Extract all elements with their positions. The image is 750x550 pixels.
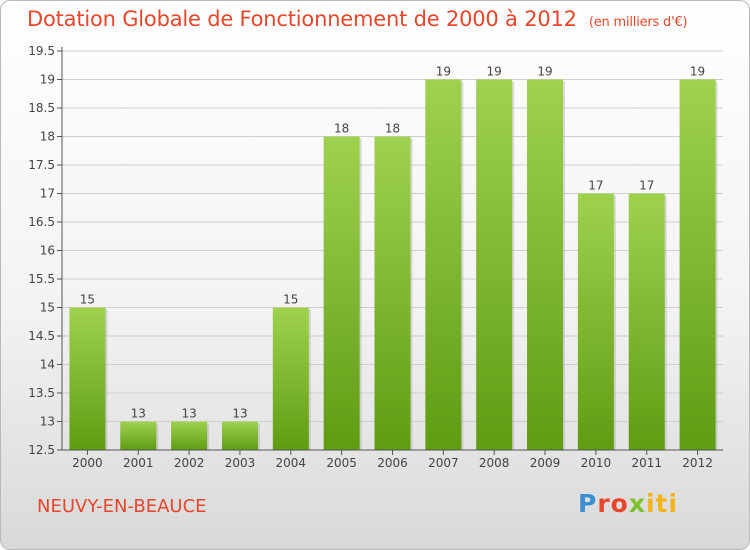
x-tick-label: 2003 bbox=[225, 456, 256, 470]
bar-2003 bbox=[221, 421, 258, 450]
bar-value-label: 13 bbox=[181, 407, 196, 421]
bar-2006 bbox=[374, 136, 411, 450]
bar-value-label: 13 bbox=[131, 407, 146, 421]
bar-value-label: 13 bbox=[232, 407, 247, 421]
y-tick-label: 16.5 bbox=[28, 215, 55, 229]
x-tick-label: 2005 bbox=[326, 456, 357, 470]
y-tick-label: 18 bbox=[40, 130, 55, 144]
bar-value-label: 19 bbox=[436, 65, 451, 79]
y-tick-label: 18.5 bbox=[28, 101, 55, 115]
bar-value-label: 19 bbox=[537, 65, 552, 79]
bar-2009 bbox=[527, 79, 564, 450]
x-tick-label: 2002 bbox=[174, 456, 205, 470]
y-tick-label: 15 bbox=[40, 301, 55, 315]
chart-title: Dotation Globale de Fonctionnement de 20… bbox=[27, 7, 688, 31]
y-tick-label: 17.5 bbox=[28, 158, 55, 172]
bar-2008 bbox=[476, 79, 513, 450]
y-tick-label: 12.5 bbox=[28, 443, 55, 457]
bar-value-label: 18 bbox=[385, 122, 400, 136]
logo-part-2: ro bbox=[597, 489, 629, 518]
x-tick-label: 2007 bbox=[428, 456, 459, 470]
x-tick-label: 2000 bbox=[72, 456, 103, 470]
bar-2011 bbox=[628, 193, 665, 450]
bar-value-label: 17 bbox=[639, 179, 654, 193]
bar-2001 bbox=[120, 421, 157, 450]
logo-part-4: iti bbox=[645, 489, 679, 518]
x-tick-label: 2001 bbox=[123, 456, 154, 470]
bar-value-label: 19 bbox=[487, 65, 502, 79]
axes: 12.5 13 13.5 14 14.5 15 15.5 16 16.5 17 17.5 18 18.5… bbox=[28, 44, 723, 470]
y-tick-label: 19.5 bbox=[28, 44, 55, 58]
bar-value-label: 15 bbox=[283, 293, 298, 307]
bar-value-label: 15 bbox=[80, 293, 95, 307]
bar-2012 bbox=[679, 79, 716, 450]
bars: 15 13 13 13 15 18 18 19 19 19 17 17 19 bbox=[69, 65, 718, 450]
x-tick-label: 2010 bbox=[581, 456, 612, 470]
x-tick-label: 2009 bbox=[530, 456, 561, 470]
x-tick-label: 2011 bbox=[631, 456, 662, 470]
logo-part-1: P bbox=[578, 489, 598, 518]
logo-part-3: x bbox=[628, 489, 646, 518]
y-tick-label: 15.5 bbox=[28, 272, 55, 286]
y-tick-label: 14 bbox=[40, 358, 55, 372]
bar-2004 bbox=[272, 307, 309, 450]
y-tick-label: 13.5 bbox=[28, 386, 55, 400]
chart-unit: (en milliers d'€) bbox=[588, 15, 688, 30]
bar-value-label: 17 bbox=[588, 179, 603, 193]
y-tick-label: 17 bbox=[40, 187, 55, 201]
bar-value-label: 18 bbox=[334, 122, 349, 136]
x-tick-label: 2006 bbox=[377, 456, 408, 470]
y-tick-label: 19 bbox=[40, 73, 55, 87]
bar-value-label: 19 bbox=[690, 65, 705, 79]
y-tick-label: 14.5 bbox=[28, 329, 55, 343]
bar-2002 bbox=[171, 421, 208, 450]
chart-title-text: Dotation Globale de Fonctionnement de 20… bbox=[27, 7, 577, 31]
x-tick-label: 2008 bbox=[479, 456, 510, 470]
x-tick-label: 2012 bbox=[682, 456, 713, 470]
bar-2005 bbox=[323, 136, 360, 450]
proxiti-logo: Proxiti bbox=[578, 489, 678, 518]
x-tick-label: 2004 bbox=[276, 456, 307, 470]
commune-name: NEUVY-EN-BEAUCE bbox=[37, 496, 207, 517]
bar-2010 bbox=[577, 193, 614, 450]
bar-2007 bbox=[425, 79, 462, 450]
y-tick-label: 16 bbox=[40, 244, 55, 258]
y-tick-label: 13 bbox=[40, 415, 55, 429]
bar-2000 bbox=[69, 307, 106, 450]
